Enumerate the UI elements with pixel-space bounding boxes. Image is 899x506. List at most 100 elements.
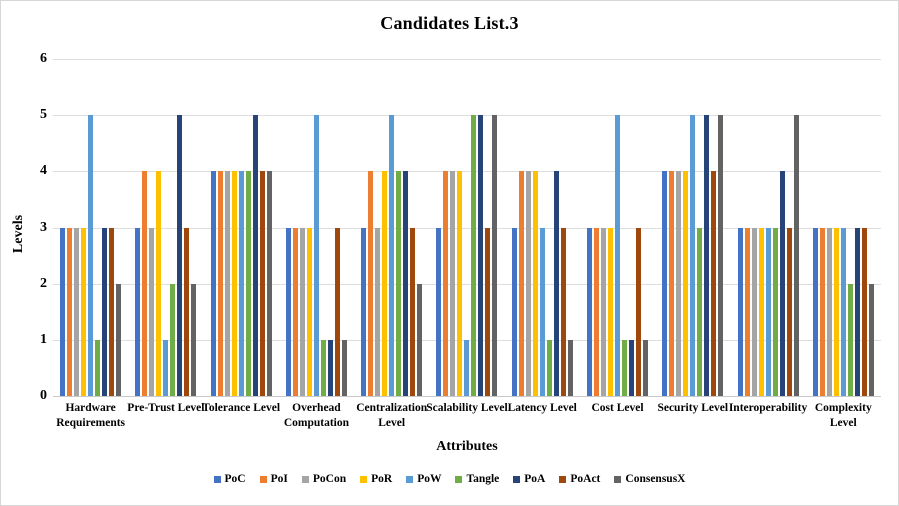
bar-pocon	[525, 171, 531, 396]
bar-poa	[478, 115, 484, 396]
bar-group-9	[655, 59, 730, 396]
bar-consensusx	[116, 283, 122, 396]
bar-poact	[560, 227, 566, 396]
legend-item-pow: PoW	[406, 473, 442, 486]
x-category-label: Interoperability	[728, 402, 808, 414]
legend-item-poi: PoI	[259, 473, 288, 486]
bar-pocon	[450, 171, 456, 396]
legend-label: PoAct	[570, 473, 601, 485]
x-label-cell: Overhead Computation	[279, 401, 354, 431]
bar-poc	[586, 227, 592, 396]
bar-por	[231, 171, 237, 396]
bar-poa	[854, 227, 860, 396]
bar-poact	[635, 227, 641, 396]
bar-poi	[744, 227, 750, 396]
bar-pow	[690, 115, 696, 396]
legend-item-poa: PoA	[513, 473, 546, 486]
bar-pow	[389, 115, 395, 396]
bar-pocon	[74, 227, 80, 396]
legend-label: PoW	[417, 473, 442, 485]
y-tick-label: 3	[40, 219, 47, 235]
bar-group-11	[806, 59, 881, 396]
y-tick-label: 2	[40, 275, 47, 291]
legend-item-poact: PoAct	[559, 473, 601, 486]
bar-poact	[109, 227, 115, 396]
x-category-label: Hardware Requirements	[56, 402, 126, 429]
bar-por	[683, 171, 689, 396]
bar-poact	[184, 227, 190, 396]
legend-item-por: PoR	[360, 473, 392, 486]
legend-swatch-icon	[513, 476, 521, 484]
x-category-label: Pre-Trust Level	[127, 402, 205, 414]
bar-tangle	[396, 171, 402, 396]
bar-pocon	[299, 227, 305, 396]
bar-consensusx	[868, 283, 874, 396]
bar-consensusx	[718, 115, 724, 396]
bar-poi	[368, 171, 374, 396]
x-label-cell: Security Level	[655, 401, 730, 431]
bar-poact	[259, 171, 265, 396]
bar-pow	[163, 339, 169, 396]
bar-por	[81, 227, 87, 396]
bar-group-6	[429, 59, 504, 396]
bar-por	[532, 171, 538, 396]
bar-poc	[285, 227, 291, 396]
legend-item-consensusx: ConsensusX	[614, 473, 686, 486]
bar-poa	[252, 115, 258, 396]
legend-label: PoCon	[312, 473, 347, 485]
bar-groups	[53, 59, 881, 396]
bar-poc	[60, 227, 66, 396]
bar-poact	[861, 227, 867, 396]
bar-poact	[786, 227, 792, 396]
bar-poact	[410, 227, 416, 396]
bar-pow	[765, 227, 771, 396]
bar-consensusx	[567, 339, 573, 396]
gridline	[53, 171, 881, 173]
bar-tangle	[697, 227, 703, 396]
bar-poa	[403, 171, 409, 396]
bar-poact	[334, 227, 340, 396]
bar-por	[607, 227, 613, 396]
bar-pocon	[224, 171, 230, 396]
chart-title: Candidates List.3	[380, 13, 519, 33]
bar-poa	[553, 171, 559, 396]
legend-swatch-icon	[301, 476, 309, 484]
bar-group-2	[128, 59, 203, 396]
legend-label: ConsensusX	[625, 473, 686, 485]
bar-poc	[135, 227, 141, 396]
bar-poi	[669, 171, 675, 396]
bar-poc	[662, 171, 668, 396]
bar-poi	[142, 171, 148, 396]
legend-swatch-icon	[213, 476, 221, 484]
x-label-cell: Interoperability	[729, 401, 807, 431]
legend-item-poc: PoC	[213, 473, 246, 486]
bar-tangle	[320, 339, 326, 396]
x-label-cell: Cost Level	[580, 401, 655, 431]
x-label-cell: Scalability Level	[426, 401, 507, 431]
bar-poi	[292, 227, 298, 396]
x-category-label: Security Level	[657, 402, 729, 414]
bar-poi	[67, 227, 73, 396]
bar-pow	[238, 171, 244, 396]
gridline	[53, 283, 881, 285]
y-tick-label: 1	[40, 331, 47, 347]
y-tick-label: 0	[40, 388, 47, 403]
legend-label: PoI	[270, 473, 288, 485]
y-axis-ticks: 0 1 2 3 4 5 6	[25, 52, 47, 403]
x-label-cell: Hardware Requirements	[53, 401, 128, 431]
bar-pow	[840, 227, 846, 396]
bar-por	[833, 227, 839, 396]
bar-poact	[485, 227, 491, 396]
legend-label: PoA	[524, 473, 546, 485]
legend-swatch-icon	[559, 476, 567, 484]
bar-poa	[177, 115, 183, 396]
bar-tangle	[546, 339, 552, 396]
bar-por	[156, 171, 162, 396]
bar-pocon	[751, 227, 757, 396]
gridline	[53, 59, 881, 60]
bar-tangle	[847, 283, 853, 396]
gridline	[53, 227, 881, 229]
gridline	[53, 115, 881, 117]
legend-swatch-icon	[455, 476, 463, 484]
